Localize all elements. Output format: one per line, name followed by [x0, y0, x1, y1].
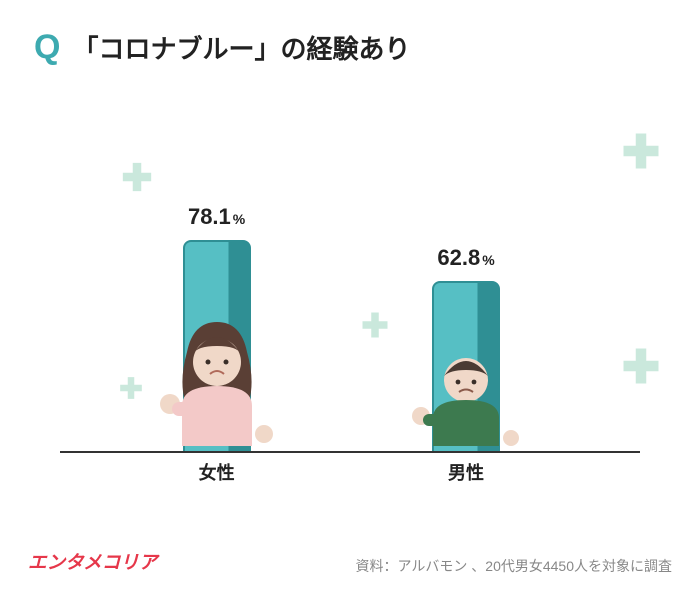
x-axis-baseline — [60, 451, 640, 453]
axis-category-label: 男性 — [448, 459, 484, 485]
bar-value-label: 78.1% — [188, 204, 245, 230]
plus-icon — [620, 345, 662, 387]
bar-fill — [183, 240, 251, 451]
bar: 78.1% — [183, 240, 251, 451]
axis-category-label: 女性 — [199, 459, 235, 485]
bar-fill — [432, 281, 500, 451]
plus-icon — [360, 310, 390, 340]
brand-logo-text: エンタメコリア — [28, 551, 160, 572]
source-text: 資料：アルバモン 、20代男女4450人を対象に調査 — [356, 556, 672, 576]
chart-area: 78.1% 女性 62.8% 男性 — [60, 115, 640, 485]
plus-icon — [120, 160, 154, 194]
q-mark: Q — [34, 28, 60, 67]
brand-logo: エンタメコリア — [28, 549, 195, 580]
chart-title: 「コロナブルー」の経験あり — [72, 29, 410, 66]
bar: 62.8% — [432, 281, 500, 451]
bar-value-label: 62.8% — [437, 245, 494, 271]
plus-icon — [620, 130, 662, 172]
chart-header: Q 「コロナブルー」の経験あり — [34, 28, 410, 67]
plus-icon — [118, 375, 144, 401]
